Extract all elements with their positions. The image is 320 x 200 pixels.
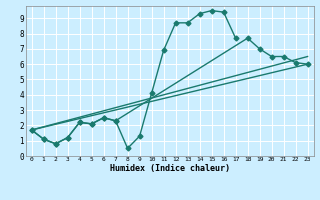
X-axis label: Humidex (Indice chaleur): Humidex (Indice chaleur): [109, 164, 230, 173]
